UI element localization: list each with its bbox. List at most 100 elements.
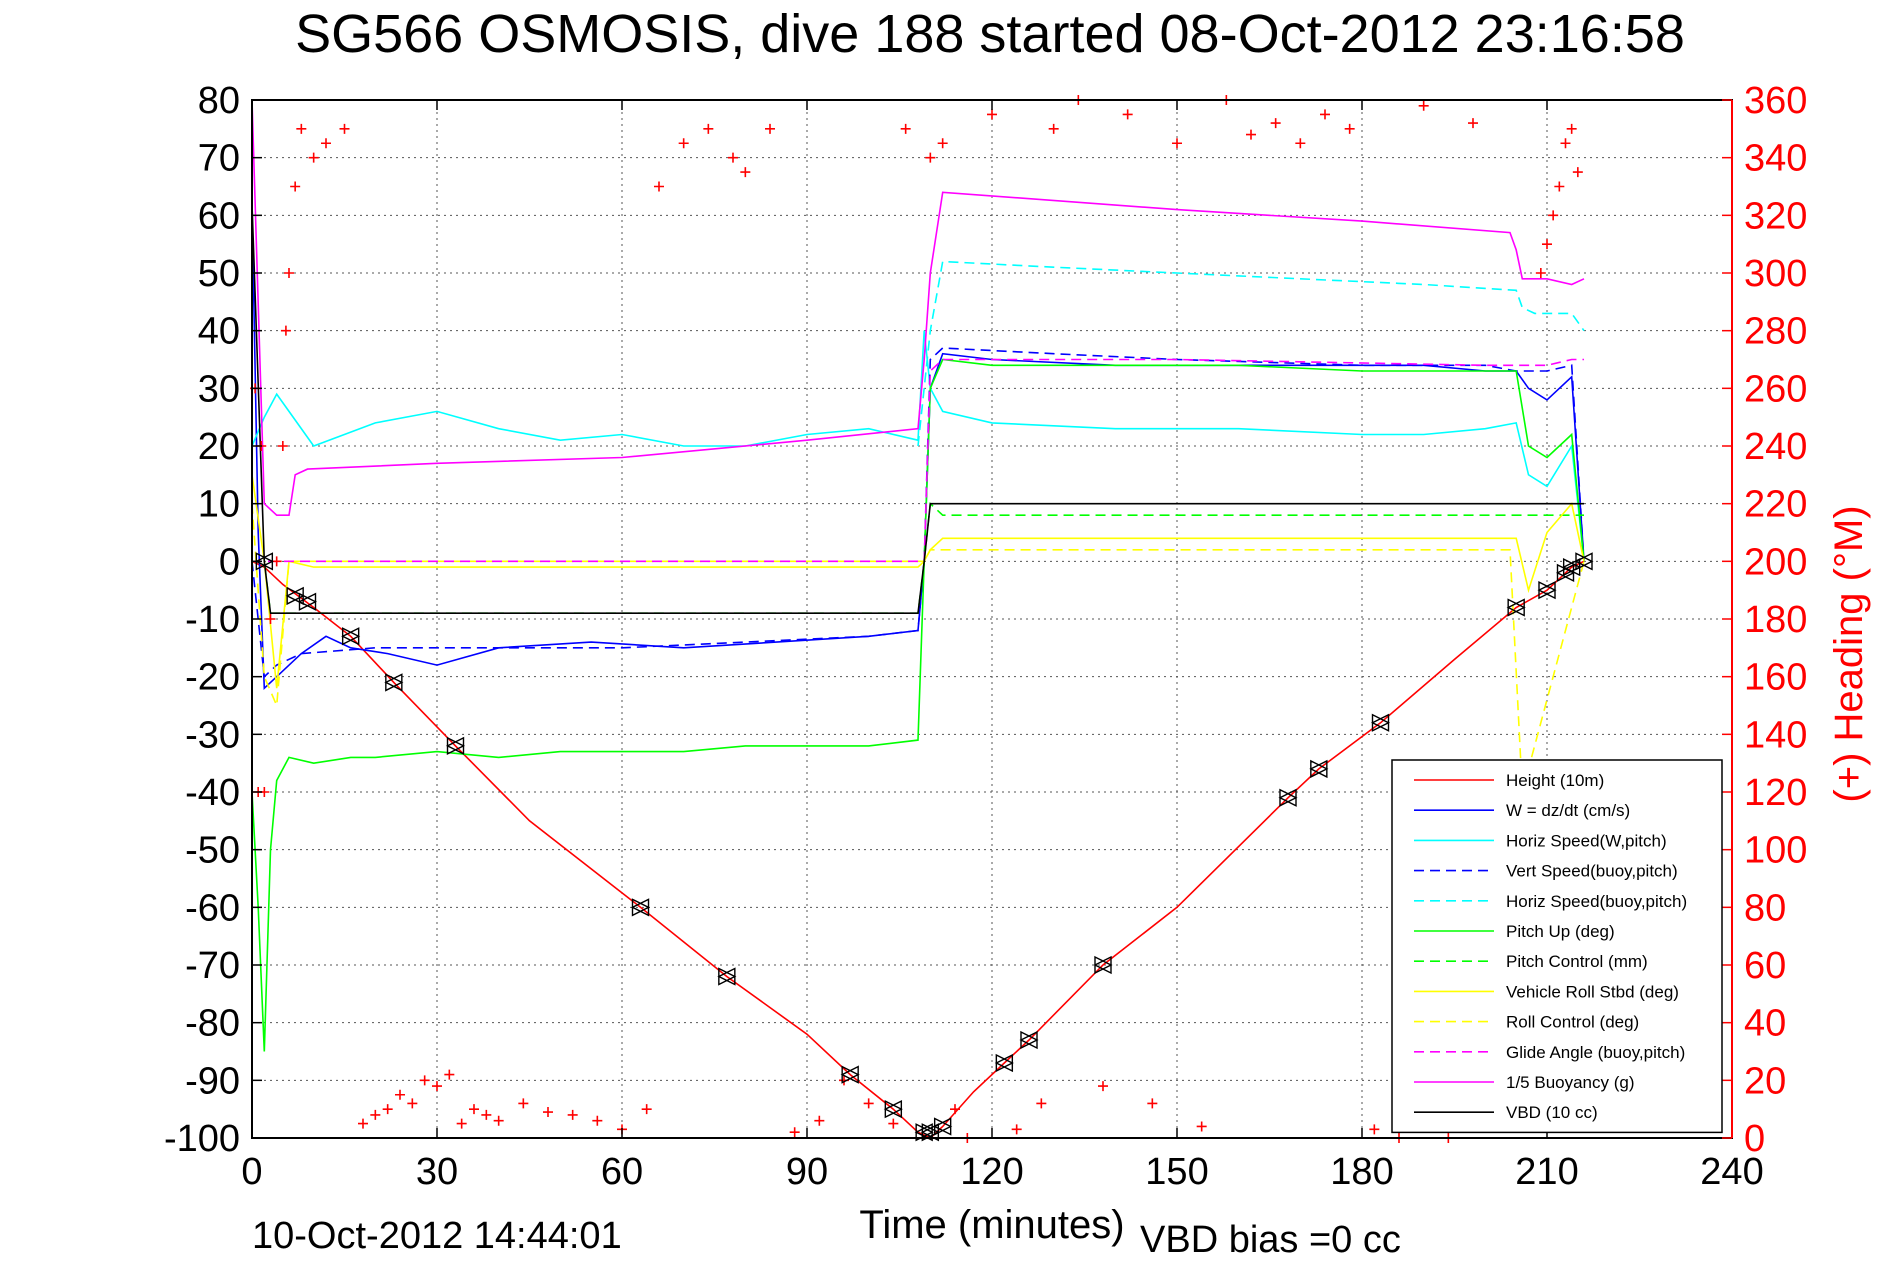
heading-point — [456, 1118, 467, 1129]
heading-point — [765, 123, 775, 134]
y2-tick-label: 140 — [1744, 714, 1807, 756]
x-tick-label: 180 — [1330, 1151, 1393, 1193]
series-line — [251, 99, 1585, 517]
series-line — [251, 358, 1585, 1052]
y-tick-label: 50 — [198, 253, 240, 295]
heading-point — [339, 123, 350, 134]
x-axis-ticks: 0 30 60 90 120 150 180 210 240 — [241, 100, 1764, 1193]
y2-axis-ticks: 0 20 40 60 80 100 120 140 160 180 200 220 240 260 280 3… — [1722, 80, 1807, 1160]
y2-tick-label: 260 — [1744, 368, 1807, 410]
profile-marker — [384, 673, 404, 692]
y2-tick-label: 320 — [1744, 195, 1807, 237]
heading-point — [290, 181, 301, 192]
profile-marker — [630, 898, 651, 917]
profile-marker — [914, 1123, 934, 1142]
heading-point — [1468, 118, 1478, 129]
y2-tick-label: 20 — [1744, 1060, 1786, 1102]
y2-tick-label: 220 — [1744, 484, 1807, 526]
heading-point — [358, 1118, 368, 1129]
heading-point — [395, 1089, 405, 1100]
x-tick-label: 60 — [601, 1151, 643, 1193]
legend-label: 1/5 Buoyancy (g) — [1506, 1073, 1635, 1092]
heading-point — [1542, 239, 1552, 250]
heading-point — [280, 325, 291, 336]
y2-tick-label: 80 — [1744, 887, 1786, 929]
y-tick-label: -40 — [185, 772, 240, 814]
heading-point — [1418, 100, 1429, 111]
y2-tick-label: 120 — [1744, 772, 1807, 814]
heading-point — [1566, 123, 1577, 134]
y-tick-label: 10 — [198, 484, 240, 526]
heading-point — [407, 1098, 418, 1109]
profile-marker — [445, 736, 466, 755]
y2-tick-label: 60 — [1744, 945, 1786, 987]
profile-marker — [1309, 759, 1329, 779]
y2-axis-label: (+) Heading (°M) — [1827, 505, 1871, 802]
y2-tick-label: 280 — [1744, 311, 1807, 353]
y2-tick-label: 200 — [1744, 541, 1807, 583]
y2-tick-label: 360 — [1744, 80, 1807, 122]
heading-point — [789, 1127, 800, 1138]
profile-marker — [1019, 1030, 1039, 1050]
y2-tick-label: 340 — [1744, 138, 1807, 180]
legend-label: VBD (10 cc) — [1506, 1103, 1598, 1122]
y-tick-label: 0 — [219, 541, 240, 583]
y2-tick-label: 160 — [1744, 657, 1807, 699]
y2-tick-label: 240 — [1744, 426, 1807, 468]
y2-tick-label: 40 — [1744, 1003, 1786, 1045]
heading-point — [814, 1115, 825, 1126]
heading-point — [654, 181, 664, 192]
heading-point — [1535, 268, 1546, 278]
legend-label: Height (10m) — [1506, 771, 1604, 790]
series-line — [251, 503, 1585, 793]
legend-label: Horiz Speed(buoy,pitch) — [1506, 892, 1687, 911]
profile-marker — [1555, 563, 1576, 582]
heading-point — [1572, 167, 1583, 178]
y-tick-label: 60 — [198, 195, 240, 237]
heading-point — [277, 441, 288, 451]
heading-point — [900, 123, 911, 134]
y-tick-label: -30 — [185, 714, 240, 756]
heading-point — [308, 152, 319, 163]
y-tick-label: -60 — [185, 887, 240, 929]
x-tick-label: 240 — [1700, 1151, 1763, 1193]
y2-tick-label: 300 — [1744, 253, 1807, 295]
y-tick-label: -50 — [185, 830, 240, 872]
y-tick-label: -70 — [185, 945, 240, 987]
profile-marker — [717, 967, 737, 986]
legend-label: Vehicle Roll Stbd (deg) — [1506, 982, 1679, 1001]
legend-label: Pitch Up (deg) — [1506, 922, 1615, 941]
timestamp-footer: 10-Oct-2012 14:44:01 — [252, 1215, 622, 1257]
vbd-bias-footer: VBD bias =0 cc — [1140, 1219, 1401, 1261]
legend-box — [1391, 759, 1723, 1134]
heading-point — [987, 109, 997, 120]
heading-point — [432, 1081, 442, 1092]
heading-point — [1011, 1124, 1022, 1135]
y-tick-label: 70 — [198, 138, 240, 180]
y-axis-ticks: -100-90-80-70-60-50-40-30-20-10010203040… — [164, 80, 262, 1160]
heading-point — [1554, 181, 1565, 192]
y-tick-label: 40 — [198, 311, 240, 353]
y-tick-label: 20 — [198, 426, 240, 468]
heading-layer — [250, 95, 1583, 1143]
heading-point — [567, 1109, 578, 1120]
heading-point — [703, 123, 714, 134]
series-line — [252, 358, 1584, 563]
heading-point — [925, 152, 936, 163]
heading-point — [888, 1118, 899, 1129]
heading-point — [296, 123, 307, 134]
heading-point — [1172, 138, 1182, 149]
heading-point — [1320, 109, 1330, 120]
y2-tick-label: 100 — [1744, 830, 1807, 872]
chart-title: SG566 OSMOSIS, dive 188 started 08-Oct-2… — [295, 4, 1685, 64]
heading-point — [493, 1115, 504, 1126]
heading-point — [543, 1107, 553, 1118]
heading-point — [284, 268, 294, 278]
profile-marker — [1370, 713, 1391, 732]
profile-marker — [933, 1117, 953, 1136]
heading-point — [1369, 1124, 1380, 1135]
profile-marker — [1278, 788, 1298, 807]
heading-point — [1548, 210, 1559, 221]
heading-point — [641, 1104, 652, 1115]
